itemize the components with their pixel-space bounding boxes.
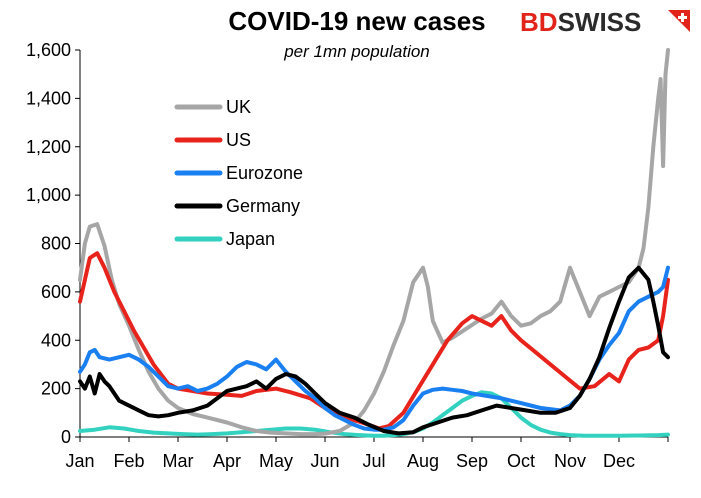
x-tick-label: Nov xyxy=(554,451,586,471)
series-lines xyxy=(78,48,670,438)
series-line-uk xyxy=(78,48,670,437)
legend-label-germany: Germany xyxy=(226,196,300,216)
x-tick-label: Aug xyxy=(407,451,439,471)
legend: UK US Eurozone Germany Japan xyxy=(174,97,303,249)
x-tick-label: Feb xyxy=(113,451,144,471)
x-tick-label: Mar xyxy=(163,451,194,471)
y-tick-label: 1,600 xyxy=(26,40,71,60)
legend-label-eurozone: Eurozone xyxy=(226,163,303,183)
series-line-us xyxy=(78,251,670,431)
y-tick-label: 600 xyxy=(41,282,71,302)
brand-logo: BDSWISS xyxy=(520,7,690,37)
x-axis-ticks: Jan Feb Mar Apr May Jun Jul Aug Sep Oct Nov Dec xyxy=(65,437,669,471)
y-tick-label: 1,400 xyxy=(26,88,71,108)
x-tick-label: Jul xyxy=(362,451,385,471)
brand-part2: SWISS xyxy=(558,7,642,37)
x-tick-label: Dec xyxy=(603,451,635,471)
y-tick-label: 1,200 xyxy=(26,137,71,157)
legend-label-japan: Japan xyxy=(226,229,275,249)
y-tick-label: 0 xyxy=(61,427,71,447)
x-tick-label: Oct xyxy=(507,451,535,471)
y-tick-label: 200 xyxy=(41,379,71,399)
axes xyxy=(79,50,668,438)
x-tick-label: Jun xyxy=(310,451,339,471)
chart-subtitle: per 1mn population xyxy=(283,42,430,61)
x-tick-label: Jan xyxy=(65,451,94,471)
x-tick-label: May xyxy=(259,451,293,471)
legend-label-us: US xyxy=(226,130,251,150)
svg-text:BDSWISS: BDSWISS xyxy=(520,7,641,37)
chart-title: COVID-19 new cases xyxy=(228,6,485,36)
y-axis-ticks: 0 200 400 600 800 1,000 1,200 1,400 1,600 xyxy=(26,40,80,447)
y-tick-label: 800 xyxy=(41,234,71,254)
y-tick-label: 1,000 xyxy=(26,185,71,205)
x-tick-label: Sep xyxy=(456,451,488,471)
x-tick-label: Apr xyxy=(213,451,241,471)
brand-part1: BD xyxy=(520,7,558,37)
series-line-germany xyxy=(78,265,670,436)
legend-label-uk: UK xyxy=(226,97,251,117)
y-tick-label: 400 xyxy=(41,330,71,350)
swiss-cross-icon xyxy=(668,10,690,32)
